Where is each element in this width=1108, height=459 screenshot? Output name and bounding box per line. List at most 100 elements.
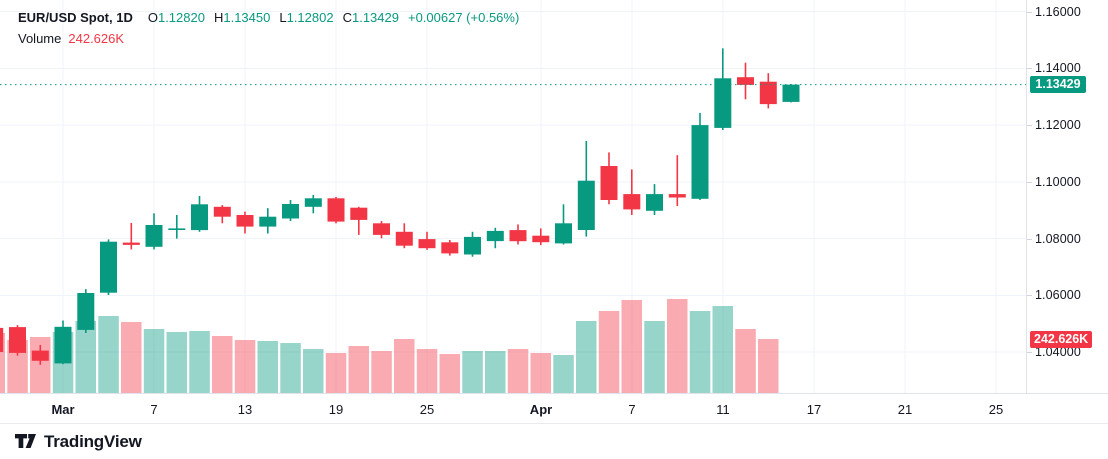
time-axis-label: 25	[419, 402, 435, 417]
candle-body	[646, 194, 663, 211]
volume-bar	[234, 340, 256, 393]
price-chart-plot[interactable]: EUR/USD Spot, 1D O1.12820 H1.13450 L1.12802…	[0, 0, 1026, 393]
volume-bar	[485, 351, 506, 393]
volume-bar	[257, 341, 278, 393]
volume-bar	[530, 353, 551, 393]
volume-bar	[303, 349, 324, 393]
low-value: 1.12802	[286, 10, 334, 25]
volume-bar	[75, 321, 96, 393]
time-axis-label: 25	[988, 402, 1004, 417]
price-axis-tick	[1027, 181, 1032, 183]
candle-body	[282, 204, 299, 219]
candle-body	[623, 194, 641, 210]
time-axis-label: 21	[897, 402, 913, 417]
volume-bar	[621, 300, 642, 393]
candle-body	[31, 350, 49, 361]
price-axis-label: 1.06000	[1035, 288, 1081, 303]
volume-bar	[394, 339, 415, 393]
price-axis-label: 1.04000	[1035, 345, 1081, 359]
candle-body	[350, 207, 368, 220]
current-volume-badge: 242.626K	[1030, 330, 1093, 348]
open-label: O	[147, 10, 158, 25]
candle-body	[395, 231, 413, 246]
price-axis-label: 1.14000	[1035, 61, 1081, 76]
volume-bar	[507, 349, 529, 393]
price-axis-tick	[1027, 238, 1032, 240]
time-axis-label: 7	[150, 402, 158, 417]
volume-bar	[416, 349, 438, 393]
volume-value: 242.626K	[68, 31, 125, 46]
candle-body	[737, 77, 754, 85]
candle-body	[236, 215, 254, 227]
candle-body	[577, 180, 595, 230]
candle-body	[54, 326, 72, 364]
candle-body	[259, 216, 277, 227]
candle-body	[691, 125, 709, 199]
low-label: L	[279, 10, 287, 25]
candle-body	[191, 204, 208, 231]
candle-body	[418, 239, 436, 249]
volume-bar	[439, 354, 460, 393]
candle-body	[782, 84, 800, 102]
volume-bar	[7, 340, 28, 393]
volume-bar	[689, 311, 711, 393]
candle-body	[304, 198, 322, 207]
price-axis-tick	[1027, 68, 1032, 70]
symbol-title[interactable]: EUR/USD Spot, 1D	[18, 10, 133, 25]
volume-bar	[462, 351, 483, 393]
volume-bar	[758, 339, 779, 393]
time-axis-label: 13	[237, 402, 253, 417]
price-axis-label: 1.12000	[1035, 118, 1081, 133]
candle-body	[9, 327, 26, 353]
high-value: 1.13450	[223, 10, 271, 25]
candle-body	[145, 225, 163, 247]
change-value: +0.00627 (+0.56%)	[407, 10, 520, 25]
candle-body	[122, 242, 140, 245]
candle-body	[555, 223, 572, 244]
volume-bar	[735, 329, 756, 393]
candle-body	[77, 293, 95, 330]
chart-legend: EUR/USD Spot, 1D O1.12820 H1.13450 L1.12802…	[18, 7, 519, 49]
candle-body	[600, 166, 618, 200]
high-label: H	[213, 10, 224, 25]
tradingview-logo-icon	[15, 434, 36, 448]
candle-body	[464, 236, 481, 255]
volume-bar	[553, 355, 574, 393]
price-axis-tick	[1027, 125, 1032, 127]
volume-bar	[712, 306, 733, 393]
candle-body	[532, 235, 550, 243]
current-price-badge: 1.13429	[1030, 76, 1086, 94]
price-axis-tick	[1027, 11, 1032, 13]
candle-body	[509, 230, 527, 242]
volume-bar	[598, 311, 620, 393]
candlestick-canvas[interactable]	[0, 0, 1026, 393]
time-axis-label: 19	[328, 402, 344, 417]
close-value: 1.13429	[351, 10, 399, 25]
volume-bar	[371, 351, 392, 393]
price-axis[interactable]: 1.13429 242.626K 1.16000 1.14000 1.12000 1.…	[1026, 0, 1108, 393]
candle-body	[168, 228, 186, 230]
candle-body	[0, 327, 4, 352]
tradingview-logo-text: TradingView	[44, 431, 142, 451]
candle-body	[714, 78, 732, 128]
candle-body	[373, 223, 390, 235]
volume-bar	[121, 322, 142, 393]
time-axis-label: 7	[628, 402, 636, 417]
candle-body	[759, 81, 777, 105]
time-axis[interactable]: Mar 7 13 19 25 Apr 7 11 17 21 25	[0, 393, 1108, 423]
candle-body	[100, 241, 117, 293]
price-axis-tick	[1027, 352, 1032, 353]
volume-bar	[189, 331, 210, 393]
volume-bar	[166, 332, 187, 393]
tradingview-logo[interactable]: TradingView	[14, 432, 142, 452]
footer-bar: TradingView	[0, 423, 1108, 459]
volume-bar	[667, 299, 688, 393]
volume-bar	[644, 321, 665, 393]
legend-row-volume: Volume 242.626K	[18, 28, 519, 49]
candle-body	[441, 242, 459, 254]
price-axis-label: 1.08000	[1035, 231, 1081, 246]
volume-bar	[212, 336, 233, 393]
volume-bar	[143, 329, 165, 393]
price-axis-label: 1.16000	[1035, 4, 1081, 19]
